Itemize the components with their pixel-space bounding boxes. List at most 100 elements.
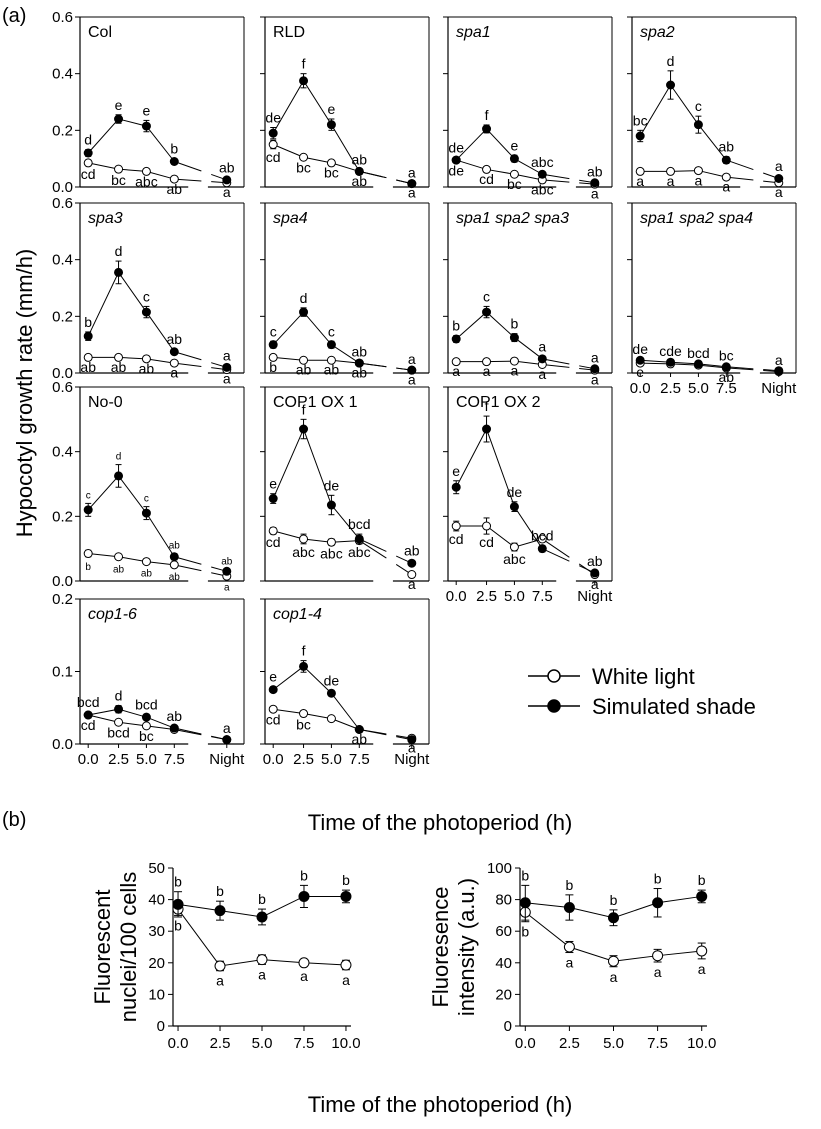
panel-title: spa1 spa2 spa4 bbox=[640, 210, 753, 227]
significance-label: b bbox=[565, 877, 573, 893]
significance-label: ab bbox=[719, 139, 735, 155]
shade-point bbox=[482, 424, 492, 434]
white-point bbox=[451, 357, 461, 367]
white-point bbox=[326, 355, 336, 365]
significance-label: abc bbox=[531, 154, 554, 170]
panel-title: COP1 OX 1 bbox=[273, 394, 358, 411]
shade-point bbox=[519, 897, 531, 909]
white-point bbox=[407, 570, 417, 580]
significance-label: ab bbox=[352, 343, 368, 359]
series-line bbox=[455, 427, 543, 549]
significance-label: ab bbox=[404, 543, 420, 559]
significance-label: a bbox=[591, 371, 599, 387]
series-line-night bbox=[542, 364, 570, 368]
significance-label: f bbox=[485, 398, 489, 414]
significance-label: b bbox=[84, 314, 92, 330]
significance-label: a bbox=[483, 363, 491, 379]
significance-label: abc bbox=[320, 545, 343, 561]
significance-label: b bbox=[174, 874, 182, 890]
significance-label: a bbox=[342, 972, 350, 988]
shade-point bbox=[407, 179, 417, 189]
significance-label: ab bbox=[587, 163, 603, 179]
significance-label: c bbox=[328, 323, 335, 339]
x-tick-label: 0.0 bbox=[630, 380, 651, 397]
shade-point bbox=[666, 80, 676, 90]
shade-point bbox=[563, 902, 575, 913]
shade-point bbox=[114, 114, 124, 124]
shade-point bbox=[326, 688, 336, 698]
x-tick-label: 2.5 bbox=[293, 751, 314, 768]
significance-label: a bbox=[223, 184, 231, 200]
chart-panel: No-0 0.0 0.2 0.4 0.6 b ab ab ab a c d c ab ab bbox=[52, 379, 245, 593]
panel-title: cop1-6 bbox=[88, 606, 137, 623]
significance-label: ab bbox=[221, 556, 233, 567]
shade-point bbox=[407, 365, 417, 375]
shade-point bbox=[590, 364, 600, 374]
shade-point bbox=[83, 505, 93, 515]
series-line bbox=[272, 665, 360, 730]
significance-label: a bbox=[538, 366, 546, 382]
significance-label: f bbox=[302, 56, 306, 72]
white-point bbox=[482, 357, 492, 367]
significance-label: bcd bbox=[348, 516, 371, 532]
series-line-night bbox=[359, 362, 387, 368]
shade-point bbox=[340, 890, 352, 902]
shade-point bbox=[268, 494, 278, 504]
y-tick-label: 30 bbox=[148, 923, 165, 940]
x-axis-title-a: Time of the photoperiod (h) bbox=[308, 810, 573, 835]
significance-label: d bbox=[667, 53, 675, 69]
white-point bbox=[509, 169, 519, 179]
significance-label: f bbox=[302, 401, 306, 417]
significance-label: bcd bbox=[687, 345, 710, 361]
significance-label: f bbox=[485, 107, 489, 123]
y-tick-label: 20 bbox=[495, 986, 512, 1003]
white-point bbox=[169, 358, 179, 368]
significance-label: e bbox=[269, 669, 277, 685]
x-tick-label: 5.0 bbox=[504, 588, 525, 605]
shade-point bbox=[222, 175, 232, 185]
shade-point bbox=[114, 471, 124, 481]
series-line bbox=[456, 159, 543, 181]
shade-point bbox=[214, 905, 226, 917]
x-tick-label: Night bbox=[394, 751, 430, 768]
y-tick-label: 0.2 bbox=[52, 308, 73, 325]
white-point bbox=[268, 704, 278, 714]
significance-label: a bbox=[654, 964, 662, 980]
white-point bbox=[326, 537, 336, 547]
significance-label: a bbox=[695, 172, 703, 188]
x-tick-label: 7.5 bbox=[164, 751, 185, 768]
y-tick-label: 0.6 bbox=[52, 379, 73, 396]
series-line-night bbox=[174, 161, 202, 172]
significance-label: b bbox=[85, 562, 91, 573]
significance-label: bcd bbox=[107, 724, 130, 740]
series-line bbox=[455, 128, 543, 175]
series-line-night bbox=[726, 366, 754, 370]
shade-point bbox=[509, 502, 519, 512]
significance-label: ab bbox=[296, 362, 312, 378]
significance-label: c bbox=[143, 288, 150, 304]
shade-point bbox=[666, 357, 676, 367]
series-line-night bbox=[542, 538, 570, 558]
legend: White light Simulated shade bbox=[528, 664, 756, 719]
shade-point bbox=[222, 362, 232, 372]
y-tick-label: 0 bbox=[157, 1018, 165, 1035]
significance-label: ab bbox=[141, 569, 153, 580]
y-axis-title-a: Hypocotyl growth rate (mm/h) bbox=[12, 249, 37, 538]
x-tick-label: 0.0 bbox=[263, 751, 284, 768]
legend-white-label: White light bbox=[592, 664, 695, 689]
significance-label: a bbox=[636, 173, 644, 189]
white-point bbox=[299, 534, 309, 544]
legend-shade-label: Simulated shade bbox=[592, 694, 756, 719]
shade-point bbox=[354, 534, 364, 544]
y-tick-label: 0.6 bbox=[52, 195, 73, 212]
shade-point bbox=[268, 128, 278, 138]
significance-label: a bbox=[223, 348, 231, 364]
white-point bbox=[326, 158, 336, 168]
white-point bbox=[256, 954, 268, 966]
y-tick-label: 0.0 bbox=[52, 179, 73, 196]
significance-label: ab bbox=[324, 362, 340, 378]
series-line-night bbox=[726, 367, 754, 371]
